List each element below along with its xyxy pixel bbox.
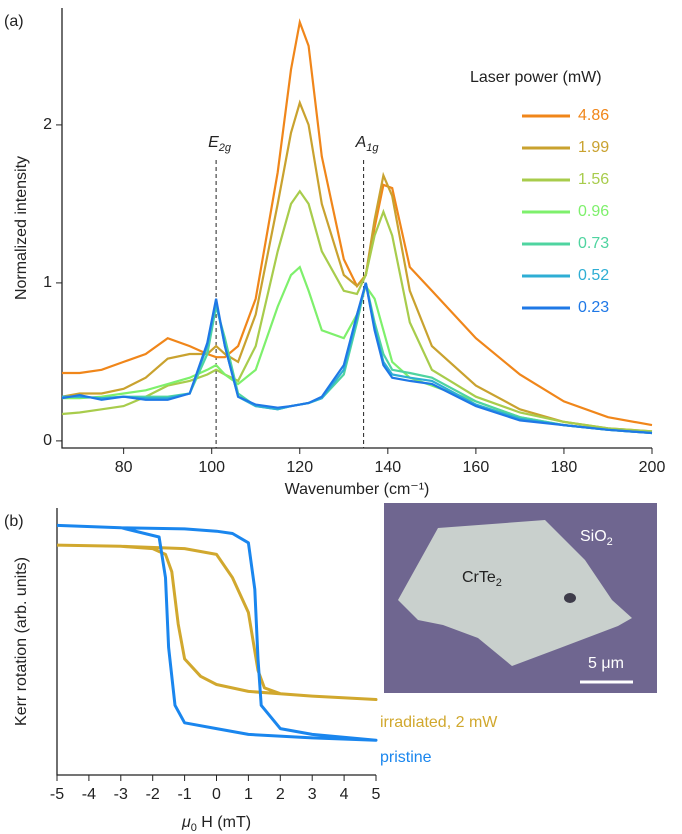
panel-label: (b) bbox=[4, 513, 24, 530]
spectrum-line bbox=[61, 189, 653, 433]
peak-label: E2g bbox=[208, 134, 232, 154]
y-axis-label: Normalized intensity bbox=[13, 156, 30, 300]
legend-label: 0.96 bbox=[578, 203, 609, 220]
legend-label: 1.56 bbox=[578, 171, 609, 188]
legend-label: 1.99 bbox=[578, 139, 609, 156]
x-axis-label: μ0 H (mT) bbox=[181, 814, 251, 834]
axes bbox=[61, 8, 652, 449]
legend-label: irradiated, 2 mW bbox=[380, 714, 498, 731]
micrograph: 5 μm CrTe2 SiO2 bbox=[384, 503, 657, 693]
legend-label: 0.23 bbox=[578, 299, 609, 316]
label-sub: 2g bbox=[218, 142, 232, 154]
label-h: H (mT) bbox=[197, 814, 251, 831]
hysteresis-loop bbox=[56, 523, 378, 742]
flake-label: CrTe2 bbox=[462, 569, 502, 589]
x-tick-label: 3 bbox=[308, 786, 317, 803]
label-sub: 2 bbox=[496, 577, 502, 589]
x-tick-label: 0 bbox=[212, 786, 221, 803]
flake bbox=[398, 520, 632, 666]
x-tick-label: 4 bbox=[340, 786, 349, 803]
y-tick-label: 0 bbox=[43, 432, 52, 449]
peak-label: A1g bbox=[355, 134, 380, 154]
y-tick-label: 1 bbox=[43, 274, 52, 291]
x-tick-label: 100 bbox=[198, 459, 225, 476]
legend-label: 4.86 bbox=[578, 107, 609, 124]
x-tick-label: -3 bbox=[114, 786, 128, 803]
label-rest: H (mT) bbox=[197, 814, 251, 831]
label-sub: 1g bbox=[366, 142, 379, 154]
hysteresis-loop bbox=[56, 543, 378, 701]
y-axis-label: Kerr rotation (arb. units) bbox=[13, 557, 30, 726]
x-tick-label: 180 bbox=[551, 459, 578, 476]
x-tick-label: 2 bbox=[276, 786, 285, 803]
legend-label: 0.73 bbox=[578, 235, 609, 252]
x-tick-label: 140 bbox=[374, 459, 401, 476]
spectrum-line bbox=[62, 18, 653, 427]
x-tick-label: 160 bbox=[463, 459, 490, 476]
label-main: SiO bbox=[580, 528, 607, 545]
legend-label: 0.52 bbox=[578, 267, 609, 284]
label-main: A bbox=[355, 134, 367, 151]
legend-label: pristine bbox=[380, 749, 432, 766]
x-tick-label: 200 bbox=[639, 459, 666, 476]
spectrum-line bbox=[61, 99, 653, 433]
label-sub: 0 bbox=[191, 822, 197, 834]
x-tick-label: 5 bbox=[372, 786, 381, 803]
x-tick-label: -1 bbox=[177, 786, 191, 803]
legend-title: Laser power (mW) bbox=[470, 69, 602, 86]
scale-bar-label: 5 μm bbox=[588, 655, 624, 672]
x-axis-label: Wavenumber (cm⁻¹) bbox=[285, 481, 430, 498]
label-main: CrTe bbox=[462, 569, 496, 586]
y-tick-label: 2 bbox=[43, 116, 52, 133]
label-sub: 2 bbox=[607, 536, 613, 548]
x-tick-label: 120 bbox=[286, 459, 313, 476]
spectrum-line bbox=[62, 282, 653, 435]
panel-label: (a) bbox=[4, 13, 24, 30]
substrate-label: SiO2 bbox=[580, 528, 613, 548]
flake-defect bbox=[564, 593, 576, 603]
x-tick-label: -4 bbox=[82, 786, 96, 803]
spectrum-line bbox=[62, 282, 653, 435]
x-tick-label: 1 bbox=[244, 786, 253, 803]
x-tick-label: -5 bbox=[50, 786, 64, 803]
label-main: μ bbox=[181, 814, 191, 831]
x-tick-label: -2 bbox=[146, 786, 160, 803]
x-tick-label: 80 bbox=[115, 459, 133, 476]
label-main: E bbox=[208, 134, 219, 151]
spectrum-line bbox=[61, 282, 653, 435]
